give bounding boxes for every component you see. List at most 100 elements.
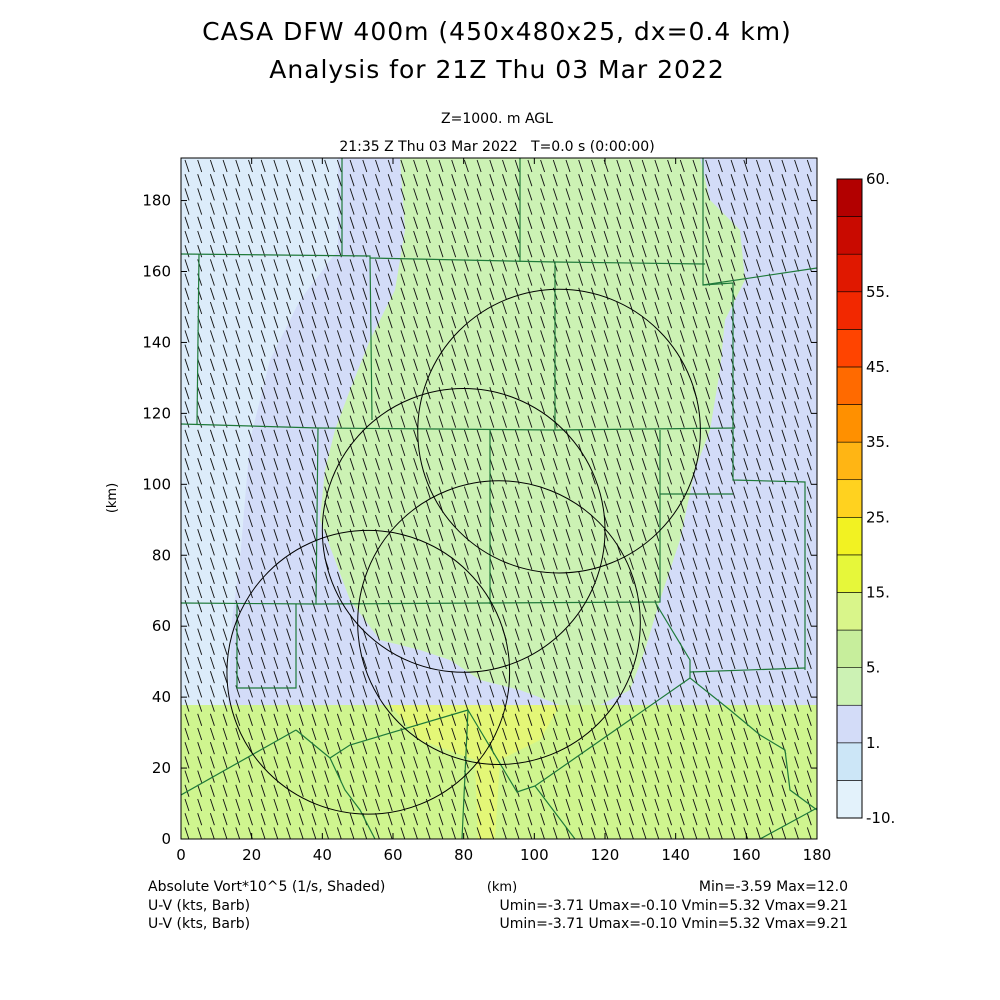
wind-barb xyxy=(387,216,393,229)
wind-barb xyxy=(260,472,266,485)
wind-barb xyxy=(578,756,584,769)
wind-barb xyxy=(667,472,673,485)
wind-barb xyxy=(578,798,584,812)
wind-barb xyxy=(362,600,368,613)
wind-barb xyxy=(413,415,419,428)
wind-barb xyxy=(400,699,406,712)
wind-barb xyxy=(425,600,431,613)
wind-barb xyxy=(400,245,406,258)
wind-barb xyxy=(425,245,431,258)
wind-barb xyxy=(603,543,609,556)
wind-barb xyxy=(438,557,444,570)
wind-barb xyxy=(362,784,368,797)
wind-barb xyxy=(768,813,774,826)
wind-barb xyxy=(794,443,800,457)
wind-barb xyxy=(222,784,228,797)
wind-barb xyxy=(413,784,419,797)
wind-barb xyxy=(806,472,812,485)
wind-barb xyxy=(527,415,533,428)
wind-barb xyxy=(540,557,546,570)
wind-barb xyxy=(222,642,228,655)
wind-barb xyxy=(768,443,774,457)
wind-barb xyxy=(260,642,266,655)
wind-barb xyxy=(336,372,342,386)
wind-barb xyxy=(717,500,723,513)
wind-barb xyxy=(349,585,355,599)
wind-barb xyxy=(641,330,647,343)
wind-barb xyxy=(629,259,634,272)
wind-barb xyxy=(413,798,419,812)
wind-barb xyxy=(705,514,711,528)
wind-barb xyxy=(590,827,596,839)
wind-barb xyxy=(565,699,571,712)
wind-barb xyxy=(705,600,711,613)
wind-barb xyxy=(667,458,673,471)
wind-barb xyxy=(209,529,215,542)
wind-barb xyxy=(679,358,685,371)
wind-barb xyxy=(438,529,444,542)
wind-barb xyxy=(768,614,774,627)
wind-barb xyxy=(578,713,584,726)
wind-barb xyxy=(298,472,304,485)
wind-barb xyxy=(705,344,711,357)
wind-barb xyxy=(438,316,444,329)
wind-barb xyxy=(590,330,596,343)
wind-barb xyxy=(222,273,228,286)
wind-barb xyxy=(667,798,673,812)
wind-barb xyxy=(387,287,393,300)
wind-barb xyxy=(552,798,558,812)
wind-barb xyxy=(489,387,495,400)
wind-barb xyxy=(527,245,533,258)
wind-barb xyxy=(641,500,647,513)
wind-barb xyxy=(730,486,736,499)
wind-barb xyxy=(451,458,457,471)
wind-barb xyxy=(502,671,507,684)
wind-barb xyxy=(781,713,787,726)
wind-barb xyxy=(781,245,787,258)
wind-barb xyxy=(629,401,634,414)
wind-barb xyxy=(641,685,647,698)
wind-barb xyxy=(743,259,749,272)
wind-barb xyxy=(184,628,190,641)
chart-subtitle: Analysis for 21Z Thu 03 Mar 2022 xyxy=(269,55,725,84)
wind-barb xyxy=(413,699,419,712)
wind-barb xyxy=(375,344,380,357)
wind-barb xyxy=(387,372,393,386)
wind-barb xyxy=(768,699,774,712)
wind-barb xyxy=(375,798,380,812)
wind-barb xyxy=(184,174,190,187)
wind-barb xyxy=(730,245,736,258)
wind-barb xyxy=(286,798,292,812)
wind-barb xyxy=(209,415,215,428)
wind-barb xyxy=(540,671,546,684)
wind-barb xyxy=(781,159,787,173)
wind-barb xyxy=(375,529,380,542)
wind-barb xyxy=(692,159,698,173)
wind-barb xyxy=(425,543,431,556)
county-line xyxy=(534,785,576,839)
wind-barb xyxy=(768,230,774,244)
wind-barb xyxy=(641,671,647,684)
wind-barb xyxy=(425,671,431,684)
wind-barb xyxy=(590,159,596,173)
wind-barb xyxy=(336,727,342,741)
wind-barb xyxy=(806,585,812,599)
wind-barb xyxy=(679,401,685,414)
wind-barb xyxy=(311,202,317,215)
wind-barb xyxy=(324,301,330,315)
wind-barb xyxy=(514,330,520,343)
wind-barb xyxy=(489,188,495,201)
wind-barb xyxy=(273,429,279,442)
wind-barb xyxy=(743,273,749,286)
wind-barb xyxy=(603,571,609,584)
wind-barb xyxy=(781,216,787,229)
wind-barb xyxy=(705,813,711,826)
wind-barb xyxy=(298,301,304,315)
wind-barb xyxy=(806,500,812,513)
wind-barb xyxy=(260,202,266,215)
wind-barb xyxy=(197,671,203,684)
wind-barb xyxy=(806,813,812,826)
wind-barb xyxy=(476,614,482,627)
wind-barb xyxy=(197,188,203,201)
radar-ring xyxy=(226,529,511,815)
